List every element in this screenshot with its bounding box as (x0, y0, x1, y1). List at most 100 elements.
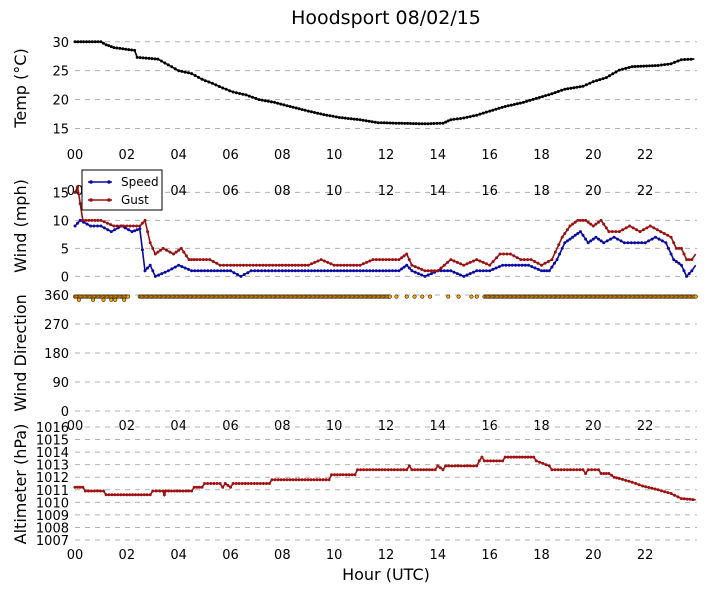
data-point (371, 258, 375, 262)
data-point (642, 64, 646, 68)
data-point (355, 263, 359, 267)
data-point (389, 468, 393, 472)
data-point (222, 263, 226, 267)
data-point (550, 265, 554, 269)
x-tick-label: 10 (326, 548, 343, 563)
data-point (361, 262, 365, 266)
legend-marker (107, 198, 111, 202)
data-point (643, 241, 647, 245)
data-point (452, 270, 456, 274)
data-point (489, 459, 492, 463)
data-point (558, 252, 562, 256)
data-point (122, 297, 127, 302)
data-point (447, 464, 451, 468)
data-point (273, 100, 277, 104)
data-point (203, 482, 207, 485)
data-point (682, 252, 686, 256)
data-point (650, 64, 654, 68)
data-point (148, 263, 152, 267)
data-point (276, 478, 280, 482)
data-point (297, 269, 300, 273)
data-point (228, 89, 232, 93)
data-point (426, 122, 430, 126)
data-point (150, 57, 154, 61)
data-point (306, 263, 310, 267)
data-point (368, 269, 372, 273)
data-point (569, 86, 573, 90)
data-point (102, 489, 105, 493)
data-point (340, 116, 344, 120)
data-point (279, 478, 283, 482)
data-point (288, 105, 292, 108)
data-point (379, 121, 383, 125)
data-point (491, 267, 495, 271)
data-point (316, 111, 320, 115)
data-point (550, 92, 554, 96)
data-point (310, 269, 313, 273)
data-point (553, 91, 557, 95)
data-point (659, 63, 663, 67)
data-point (312, 478, 316, 482)
data-point (436, 464, 440, 468)
data-point (673, 60, 676, 64)
data-point (637, 483, 641, 487)
data-point (225, 263, 229, 267)
data-point (645, 64, 649, 68)
data-point (142, 493, 146, 497)
data-point (636, 64, 640, 68)
data-point (650, 486, 654, 490)
data-point (128, 493, 132, 497)
x-tick-label: 22 (637, 148, 654, 163)
data-point (218, 263, 222, 267)
data-point (345, 269, 349, 273)
data-point (656, 488, 660, 492)
x-tick-label: 02 (119, 548, 136, 563)
data-point (666, 62, 670, 66)
data-point (282, 478, 286, 482)
data-point (450, 464, 454, 468)
data-point (367, 119, 371, 123)
data-point (410, 263, 414, 267)
y-axis-label: Temp (°C) (11, 48, 30, 128)
data-point (657, 237, 661, 241)
x-tick-label: 16 (481, 548, 498, 563)
data-point (679, 58, 683, 62)
data-point (402, 265, 406, 269)
x-tick-label: 00 (67, 548, 84, 563)
data-point (158, 489, 162, 493)
data-point (581, 84, 585, 88)
data-point (610, 230, 614, 234)
data-point (423, 269, 427, 273)
data-point (446, 269, 450, 273)
data-point (119, 493, 123, 497)
data-point (349, 117, 353, 121)
data-point (544, 463, 548, 467)
data-point (687, 258, 691, 262)
data-point (396, 468, 399, 472)
data-point (439, 269, 443, 273)
data-point (352, 263, 356, 267)
data-point (260, 98, 264, 102)
data-point (414, 122, 418, 126)
data-point (161, 246, 165, 250)
data-point (73, 224, 77, 228)
data-point (172, 252, 175, 256)
data-point (462, 274, 466, 278)
data-point (381, 258, 385, 262)
data-point (231, 482, 235, 485)
data-point (91, 297, 96, 302)
data-point (413, 468, 417, 472)
data-point (203, 269, 207, 273)
data-point (135, 55, 139, 59)
data-point (686, 57, 690, 61)
data-point (203, 79, 207, 83)
data-point (347, 473, 351, 477)
data-point (655, 228, 659, 232)
data-point (243, 482, 247, 485)
data-point (575, 85, 579, 89)
data-point (624, 478, 628, 482)
data-point (322, 269, 326, 273)
data-point (153, 274, 157, 278)
data-point (211, 260, 215, 263)
x-tick-label: 20 (585, 419, 602, 434)
